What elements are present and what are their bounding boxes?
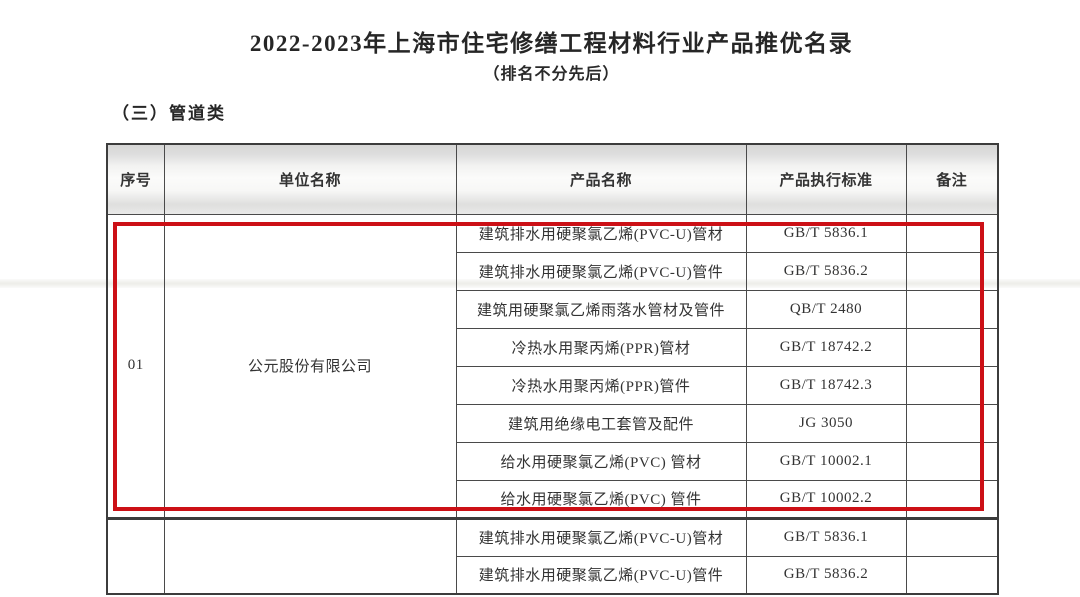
remark-cell <box>905 555 999 595</box>
standard-cell: GB/T 18742.3 <box>745 365 907 405</box>
remark-cell <box>905 403 999 443</box>
header-cell-remark: 备注 <box>905 143 999 215</box>
product-name-cell: 建筑排水用硬聚氯乙烯(PVC-U)管材 <box>455 213 747 253</box>
product-name-cell: 建筑排水用硬聚氯乙烯(PVC-U)管材 <box>455 516 747 557</box>
standard-cell: GB/T 18742.2 <box>745 327 907 367</box>
page-title: 2022-2023年上海市住宅修缮工程材料行业产品推优名录 <box>249 31 854 56</box>
header-cell-serial: 序号 <box>106 143 165 215</box>
remark-cell <box>905 441 999 481</box>
table-row: 冷热水用聚丙烯(PPR)管材 GB/T 18742.2 <box>107 327 999 367</box>
section-heading: （三）管道类 <box>112 104 226 123</box>
table-row: 给水用硬聚氯乙烯(PVC) 管件 GB/T 10002.2 <box>107 479 999 519</box>
page-subtitle: （排名不分先后） <box>483 66 620 83</box>
header-cell-standard: 产品执行标准 <box>745 143 907 215</box>
remark-cell <box>905 251 999 291</box>
remark-cell <box>905 213 999 253</box>
header-cell-company: 单位名称 <box>163 143 457 215</box>
product-name-cell: 给水用硬聚氯乙烯(PVC) 管材 <box>455 441 747 481</box>
product-name-cell: 建筑用硬聚氯乙烯雨落水管材及管件 <box>455 289 747 329</box>
table-row: 建筑排水用硬聚氯乙烯(PVC-U)管材 GB/T 5836.1 <box>106 516 999 595</box>
standard-cell: GB/T 5836.1 <box>745 213 907 253</box>
table-row: 建筑排水用硬聚氯乙烯(PVC-U)管件 GB/T 5836.2 <box>107 555 999 595</box>
table-row: 建筑用绝缘电工套管及配件 JG 3050 <box>107 403 999 443</box>
standard-cell: GB/T 10002.2 <box>745 479 907 519</box>
table-header-row: 序号 单位名称 产品名称 产品执行标准 备注 <box>106 143 999 215</box>
remark-cell <box>905 289 999 329</box>
product-name-cell: 建筑排水用硬聚氯乙烯(PVC-U)管件 <box>455 251 747 291</box>
serial-cell: 01 <box>106 213 165 519</box>
company-cell: 公元股份有限公司 <box>163 213 457 519</box>
standard-cell: GB/T 5836.2 <box>745 555 907 595</box>
product-name-cell: 建筑用绝缘电工套管及配件 <box>455 403 747 443</box>
remark-cell <box>905 365 999 405</box>
product-name-cell: 建筑排水用硬聚氯乙烯(PVC-U)管件 <box>455 555 747 595</box>
standard-cell: QB/T 2480 <box>745 289 907 329</box>
serial-cell <box>106 516 165 595</box>
remark-cell <box>905 327 999 367</box>
header-cell-product: 产品名称 <box>455 143 747 215</box>
standard-cell: GB/T 10002.1 <box>745 441 907 481</box>
products-table: 序号 单位名称 产品名称 产品执行标准 备注 01 公元股份有限公司 建筑排水用… <box>106 143 999 595</box>
table-row: 01 公元股份有限公司 建筑排水用硬聚氯乙烯(PVC-U)管材 GB/T 583… <box>106 213 999 519</box>
product-name-cell: 冷热水用聚丙烯(PPR)管材 <box>455 327 747 367</box>
standard-cell: JG 3050 <box>745 403 907 443</box>
remark-cell <box>905 516 999 557</box>
standard-cell: GB/T 5836.1 <box>745 516 907 557</box>
product-name-cell: 给水用硬聚氯乙烯(PVC) 管件 <box>455 479 747 519</box>
company-cell <box>163 516 457 595</box>
standard-cell: GB/T 5836.2 <box>745 251 907 291</box>
product-name-cell: 冷热水用聚丙烯(PPR)管件 <box>455 365 747 405</box>
remark-cell <box>905 479 999 519</box>
